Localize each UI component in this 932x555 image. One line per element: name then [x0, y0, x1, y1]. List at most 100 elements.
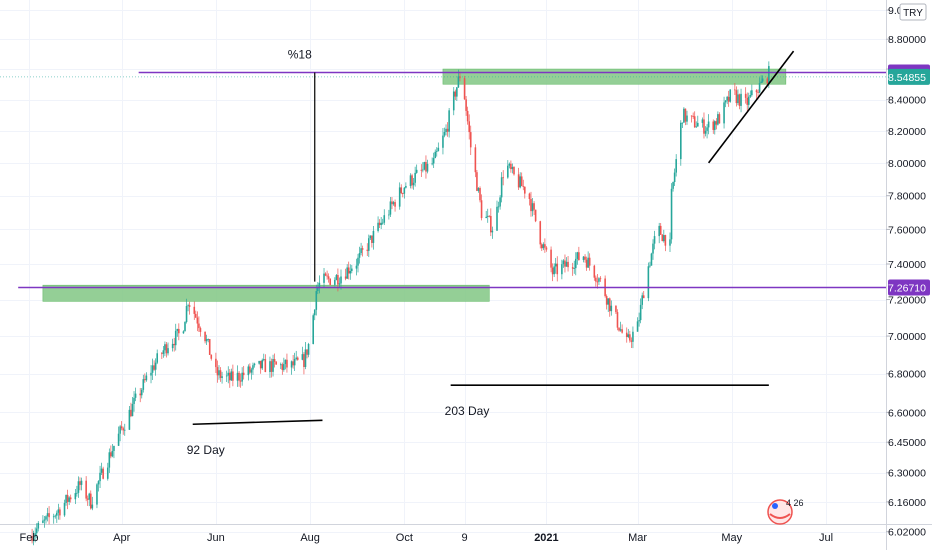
currency-badge[interactable]: [899, 3, 927, 21]
candle-body[interactable]: [372, 230, 375, 243]
candle-body[interactable]: [571, 267, 574, 269]
candle-body[interactable]: [117, 433, 120, 446]
candle-body[interactable]: [184, 321, 186, 332]
candle-body[interactable]: [510, 163, 512, 170]
candle-body[interactable]: [692, 115, 694, 117]
candle-body[interactable]: [167, 348, 169, 354]
candle-body[interactable]: [66, 494, 69, 502]
candle-body[interactable]: [746, 97, 749, 105]
candle-body[interactable]: [426, 163, 429, 172]
candle-body[interactable]: [366, 249, 369, 251]
candle-body[interactable]: [250, 369, 253, 373]
candle-body[interactable]: [259, 360, 262, 369]
candle-body[interactable]: [531, 203, 534, 212]
candle-body[interactable]: [65, 494, 67, 503]
candle-body[interactable]: [252, 365, 254, 370]
candle-body[interactable]: [485, 216, 487, 219]
candle-body[interactable]: [491, 230, 494, 233]
candle-body[interactable]: [673, 172, 676, 183]
candle-body[interactable]: [346, 267, 348, 279]
candle-body[interactable]: [79, 481, 81, 485]
candle-body[interactable]: [639, 304, 642, 321]
candle-body[interactable]: [199, 328, 202, 332]
candle-body[interactable]: [616, 312, 619, 328]
candle-body[interactable]: [301, 354, 304, 360]
candle-body[interactable]: [686, 115, 688, 122]
candle-body[interactable]: [751, 90, 753, 96]
candle-body[interactable]: [347, 267, 350, 274]
candle-body[interactable]: [554, 263, 557, 267]
candle-body[interactable]: [650, 253, 653, 266]
candle-body[interactable]: [307, 343, 310, 355]
candle-body[interactable]: [144, 379, 146, 381]
candle-body[interactable]: [154, 362, 157, 370]
candle-body[interactable]: [519, 176, 521, 188]
candle-body[interactable]: [338, 283, 341, 285]
candle-body[interactable]: [80, 480, 83, 485]
candle-body[interactable]: [273, 358, 276, 362]
time-axis[interactable]: Feb Apr Jun Aug Oct 9 2021 Mar May Jul: [20, 532, 834, 544]
candle-body[interactable]: [59, 509, 61, 516]
candle-body[interactable]: [329, 278, 331, 285]
candle-body[interactable]: [133, 397, 135, 404]
candle-body[interactable]: [63, 502, 66, 516]
candle-body[interactable]: [318, 282, 321, 288]
candle-body[interactable]: [69, 497, 72, 500]
candle-body[interactable]: [680, 122, 682, 160]
candle-body[interactable]: [469, 132, 472, 148]
candle-body[interactable]: [619, 329, 622, 331]
candle-body[interactable]: [264, 359, 267, 373]
candle-body[interactable]: [630, 340, 633, 342]
candle-body[interactable]: [684, 108, 687, 122]
candle-body[interactable]: [766, 78, 769, 84]
candle-body[interactable]: [520, 176, 523, 187]
candle-body[interactable]: [31, 536, 33, 542]
candle-body[interactable]: [275, 361, 277, 365]
candle-body[interactable]: [513, 166, 515, 175]
candle-body[interactable]: [675, 159, 677, 173]
candle-body[interactable]: [131, 403, 134, 417]
candle-body[interactable]: [528, 193, 531, 199]
candle-body[interactable]: [507, 165, 509, 178]
candle-body[interactable]: [551, 267, 554, 275]
candle-body[interactable]: [670, 188, 673, 240]
candle-body[interactable]: [176, 328, 179, 331]
candle-body[interactable]: [272, 358, 274, 372]
candle-body[interactable]: [106, 467, 109, 479]
candle-body[interactable]: [574, 258, 577, 269]
candle-body[interactable]: [578, 252, 580, 261]
candle-body[interactable]: [545, 247, 548, 250]
candle-body[interactable]: [420, 169, 423, 171]
candle-body[interactable]: [86, 498, 89, 500]
candle-body[interactable]: [134, 393, 137, 398]
candle-body[interactable]: [621, 329, 623, 333]
candle-body[interactable]: [761, 78, 764, 82]
candle-body[interactable]: [312, 315, 315, 344]
candle-body[interactable]: [599, 278, 602, 280]
candle-body[interactable]: [587, 257, 589, 268]
candle-body[interactable]: [758, 83, 761, 93]
candle-body[interactable]: [57, 509, 60, 513]
candle-body[interactable]: [111, 450, 114, 457]
trend-line[interactable]: [707, 50, 795, 164]
candle-body[interactable]: [550, 249, 552, 268]
candle-body[interactable]: [153, 365, 155, 370]
candle-body[interactable]: [76, 492, 78, 494]
candle-body[interactable]: [445, 128, 447, 133]
candle-body[interactable]: [113, 445, 115, 451]
trend-line[interactable]: [192, 419, 323, 426]
candle-body[interactable]: [360, 248, 362, 254]
candle-body[interactable]: [693, 116, 696, 128]
candle-body[interactable]: [165, 344, 168, 354]
candle-body[interactable]: [123, 429, 126, 431]
candle-body[interactable]: [561, 264, 563, 275]
candle-body[interactable]: [713, 121, 716, 130]
candle-body[interactable]: [355, 265, 358, 269]
candle-body[interactable]: [262, 359, 265, 360]
candle-body[interactable]: [595, 277, 597, 282]
candle-body[interactable]: [96, 484, 98, 505]
candle-body[interactable]: [164, 344, 166, 351]
candle-body[interactable]: [227, 372, 230, 376]
candle-body[interactable]: [162, 350, 165, 354]
candle-body[interactable]: [608, 298, 611, 312]
